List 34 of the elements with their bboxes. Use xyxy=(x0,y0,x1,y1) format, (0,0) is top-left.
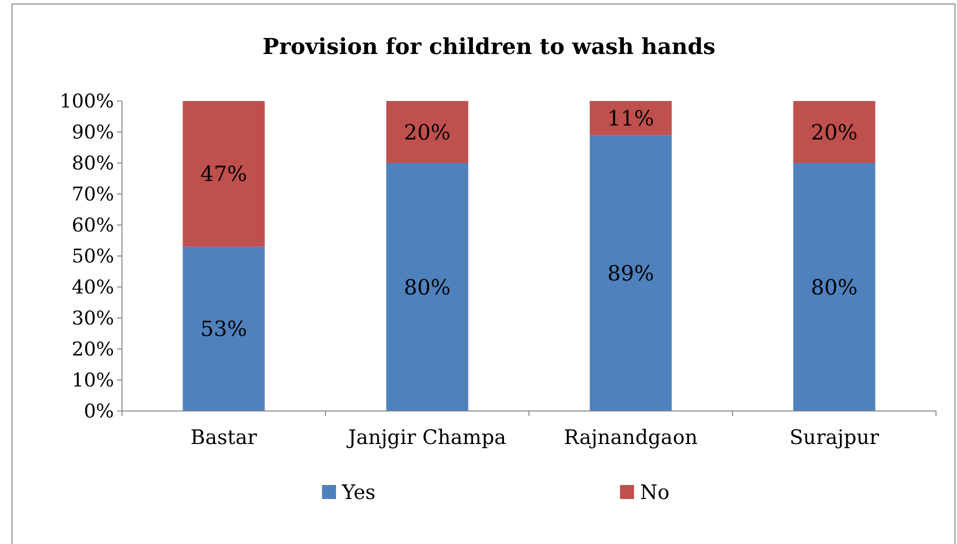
legend-label: No xyxy=(640,480,670,504)
data-label: 47% xyxy=(200,162,248,186)
x-tick-label: Bastar xyxy=(190,425,258,449)
y-tick-label: 80% xyxy=(72,152,114,175)
bar xyxy=(182,101,265,247)
data-label: 80% xyxy=(810,275,858,300)
data-label: 11% xyxy=(607,106,654,130)
x-tick-label: Rajnandgaon xyxy=(564,425,698,449)
bar xyxy=(386,101,468,163)
x-tick-label: Janjgir Champa xyxy=(346,425,506,449)
legend-label: Yes xyxy=(341,480,376,504)
y-tick-label: 90% xyxy=(72,122,114,144)
data-label: 20% xyxy=(404,120,451,144)
x-tick-label: Surajpur xyxy=(789,425,880,449)
bar xyxy=(793,163,876,411)
data-label: 80% xyxy=(404,275,451,300)
chart-title: Provision for children to wash hands xyxy=(262,34,716,60)
y-tick-label: 50% xyxy=(72,246,114,268)
data-label: 89% xyxy=(607,261,654,286)
y-tick-label: 100% xyxy=(60,90,114,113)
y-tick-label: 0% xyxy=(84,400,114,423)
y-tick-label: 40% xyxy=(72,276,114,299)
y-tick-label: 20% xyxy=(72,338,114,361)
y-tick-label: 30% xyxy=(72,308,114,330)
y-tick-label: 70% xyxy=(72,184,114,206)
bar xyxy=(590,101,672,136)
y-tick-label: 60% xyxy=(72,214,114,237)
data-label: 53% xyxy=(200,317,248,342)
bar xyxy=(590,135,672,411)
bar xyxy=(182,246,265,411)
bar xyxy=(793,101,876,163)
y-tick-label: 10% xyxy=(72,370,114,392)
data-label: 20% xyxy=(810,120,858,144)
bar xyxy=(386,163,468,411)
